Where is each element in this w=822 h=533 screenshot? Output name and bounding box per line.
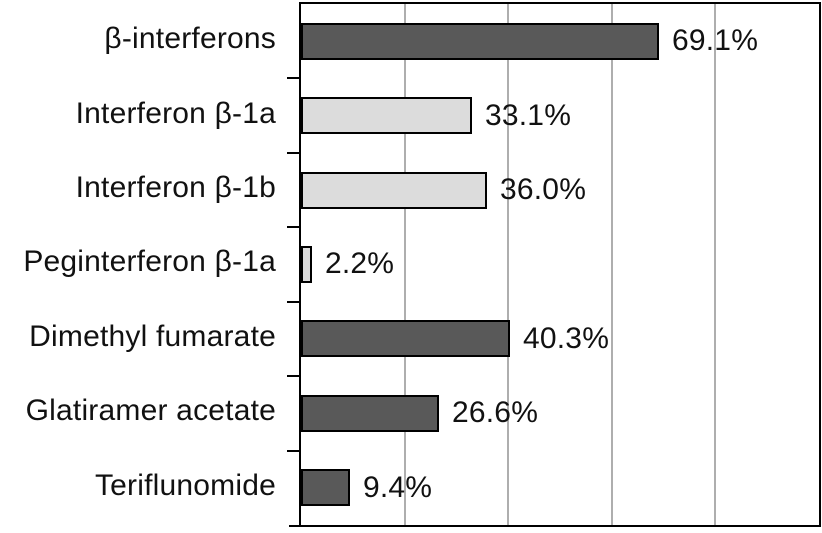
y-axis-tick — [287, 375, 299, 377]
bar — [301, 246, 312, 283]
bar — [301, 97, 472, 135]
bar — [301, 171, 487, 209]
gridline-20 — [404, 4, 406, 525]
gridline-40 — [507, 4, 509, 525]
category-label: Teriflunomide — [94, 468, 276, 502]
gridline-80 — [714, 4, 716, 525]
category-label: Peginterferon β-1a — [23, 245, 276, 279]
plot-area: 69.1% 33.1% 36.0% 2.2% 40.3% 26.6% 9.4% — [287, 2, 821, 527]
gridline-60 — [611, 4, 613, 525]
y-axis-tick — [287, 152, 299, 154]
category-label: Dimethyl fumarate — [29, 319, 276, 353]
bar — [301, 22, 659, 60]
category-label: Interferon β-1a — [75, 96, 276, 130]
value-label: 40.3% — [523, 321, 610, 355]
bar — [301, 394, 439, 432]
bar — [301, 469, 350, 507]
category-label: β-interferons — [104, 22, 276, 56]
value-label: 33.1% — [485, 98, 572, 132]
value-label: 69.1% — [672, 24, 759, 58]
value-label: 26.6% — [452, 396, 539, 430]
value-label: 36.0% — [500, 173, 587, 207]
value-label: 9.4% — [363, 470, 433, 504]
y-axis-tick — [287, 450, 299, 452]
value-label: 2.2% — [325, 247, 395, 281]
y-axis-tick — [287, 301, 299, 303]
category-label-column: β-interferons Interferon β-1a Interferon β… — [0, 2, 276, 523]
y-axis-tick — [287, 77, 299, 79]
category-label: Interferon β-1b — [75, 171, 276, 205]
y-axis-tick — [287, 226, 299, 228]
category-label: Glatiramer acetate — [25, 394, 276, 428]
x-axis-overhang — [289, 525, 301, 527]
bar — [301, 320, 510, 358]
